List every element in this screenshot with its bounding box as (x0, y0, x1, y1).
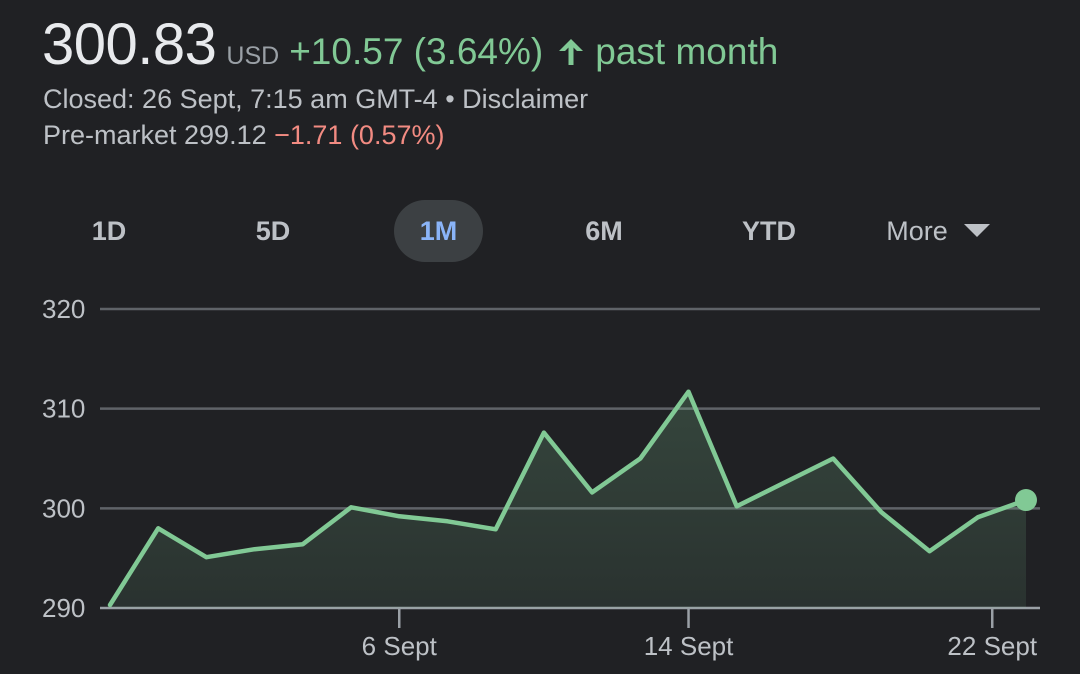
price-point (396, 513, 402, 519)
current-price: 300.83 (42, 12, 217, 77)
tab-more[interactable]: More (868, 200, 1008, 262)
price-point (975, 514, 981, 520)
y-tick-label: 310 (42, 394, 85, 424)
closed-status-text: Closed: 26 Sept, 7:15 am GMT-4 • Disclai… (43, 84, 589, 114)
y-tick-label: 300 (42, 493, 85, 523)
price-point (203, 554, 209, 560)
price-point (782, 479, 788, 485)
x-tick-label: 6 Sept (362, 631, 438, 661)
price-point (878, 509, 884, 515)
arrow-upward-icon (557, 37, 585, 67)
price-chart: 290 300 310 320 6 Sept 14 Sept 22 Sept (42, 294, 1040, 661)
price-point (541, 430, 547, 436)
tab-more-label: More (886, 216, 948, 246)
x-tick-label: 22 Sept (947, 631, 1037, 661)
price-line (107, 389, 1029, 608)
price-point (252, 546, 258, 552)
currency-label: USD (226, 42, 280, 70)
range-tabs: 1D 5D 1M 6M YTD More (0, 200, 1080, 262)
price-change: +10.57 (3.64%) (289, 31, 544, 72)
tab-5d[interactable]: 5D (255, 216, 291, 246)
tab-1m[interactable]: 1M (394, 200, 483, 262)
price-point (300, 541, 306, 547)
price-point (637, 456, 643, 462)
tab-6m[interactable]: 6M (585, 216, 623, 246)
price-point (830, 456, 836, 462)
premarket-line: Pre-market 299.12 −1.71 (0.57%) (43, 118, 444, 152)
price-point (927, 548, 933, 554)
quote-header: 300.83 USD +10.57 (3.64%) past month (42, 8, 1042, 82)
premarket-price: Pre-market 299.12 (43, 120, 267, 150)
price-point (589, 489, 595, 495)
price-point (686, 389, 692, 395)
tab-1d[interactable]: 1D (91, 216, 127, 246)
price-point (348, 504, 354, 510)
price-area-fill (110, 391, 1026, 608)
y-tick-label: 290 (42, 593, 85, 623)
caret-down-icon (963, 224, 990, 238)
latest-price-dot[interactable] (1015, 489, 1037, 512)
price-point (734, 503, 740, 509)
price-point (155, 525, 161, 531)
change-period: past month (595, 31, 779, 72)
price-point (107, 602, 113, 608)
price-point (493, 526, 499, 532)
x-tick-label: 14 Sept (644, 631, 734, 661)
tab-ytd[interactable]: YTD (742, 216, 796, 246)
closed-status-line: Closed: 26 Sept, 7:15 am GMT-4 • Disclai… (43, 82, 588, 116)
premarket-change: −1.71 (0.57%) (274, 120, 445, 150)
y-tick-label: 320 (42, 294, 85, 324)
price-point (444, 518, 450, 524)
